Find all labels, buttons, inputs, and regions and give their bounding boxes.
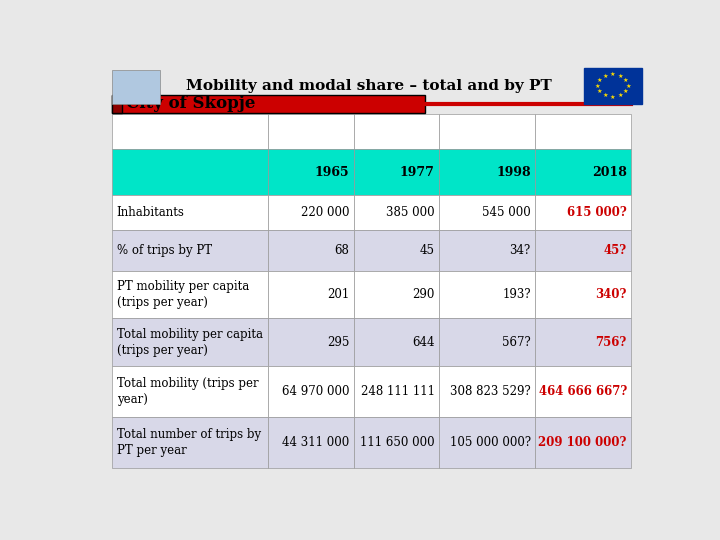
Text: 68: 68 [334,244,349,257]
Text: Total mobility per capita
(trips per year): Total mobility per capita (trips per yea… [117,328,263,356]
FancyBboxPatch shape [268,195,354,230]
Text: 34?: 34? [510,244,531,257]
Text: 615 000?: 615 000? [567,206,627,219]
FancyBboxPatch shape [268,230,354,271]
Text: 340?: 340? [595,288,627,301]
FancyBboxPatch shape [439,366,535,417]
Text: ★: ★ [597,78,603,83]
FancyBboxPatch shape [112,271,268,318]
Text: 295: 295 [327,335,349,349]
Text: % of trips by PT: % of trips by PT [117,244,212,257]
FancyBboxPatch shape [584,68,642,104]
Text: 45: 45 [420,244,435,257]
FancyBboxPatch shape [354,271,439,318]
FancyBboxPatch shape [439,417,535,468]
FancyBboxPatch shape [354,318,439,366]
Text: 290: 290 [413,288,435,301]
Text: 385 000: 385 000 [386,206,435,219]
Text: 105 000 000?: 105 000 000? [450,436,531,449]
FancyBboxPatch shape [354,149,439,195]
Text: 45?: 45? [603,244,627,257]
Text: ★: ★ [610,72,616,77]
Text: Mobility and modal share – total and by PT: Mobility and modal share – total and by … [186,79,552,93]
FancyBboxPatch shape [268,366,354,417]
FancyBboxPatch shape [354,366,439,417]
Text: ★: ★ [618,93,624,98]
FancyBboxPatch shape [535,149,631,195]
Text: 1998: 1998 [496,166,531,179]
Text: ★: ★ [625,84,631,89]
Text: 464 666 667?: 464 666 667? [539,385,627,398]
FancyBboxPatch shape [439,149,535,195]
Text: ★: ★ [623,89,629,94]
FancyBboxPatch shape [439,318,535,366]
Text: ★: ★ [610,94,616,100]
Text: 308 823 529?: 308 823 529? [450,385,531,398]
FancyBboxPatch shape [535,114,631,149]
FancyBboxPatch shape [112,95,122,113]
FancyBboxPatch shape [354,195,439,230]
FancyBboxPatch shape [112,114,268,149]
FancyBboxPatch shape [354,230,439,271]
FancyBboxPatch shape [535,230,631,271]
FancyBboxPatch shape [535,417,631,468]
FancyBboxPatch shape [268,417,354,468]
FancyBboxPatch shape [439,114,535,149]
FancyBboxPatch shape [354,417,439,468]
FancyBboxPatch shape [535,318,631,366]
Text: 2018: 2018 [592,166,627,179]
Text: ★: ★ [603,93,608,98]
Text: 220 000: 220 000 [301,206,349,219]
FancyBboxPatch shape [439,271,535,318]
Text: 1977: 1977 [400,166,435,179]
Text: Total number of trips by
PT per year: Total number of trips by PT per year [117,428,261,457]
Text: 756?: 756? [595,335,627,349]
FancyBboxPatch shape [112,318,268,366]
Text: ★: ★ [618,74,624,79]
FancyBboxPatch shape [112,230,268,271]
Text: 201: 201 [327,288,349,301]
Text: City of Skopje: City of Skopje [126,96,256,112]
Text: 193?: 193? [502,288,531,301]
Text: 567?: 567? [502,335,531,349]
Text: 248 111 111: 248 111 111 [361,385,435,398]
Text: 44 311 000: 44 311 000 [282,436,349,449]
Text: PT mobility per capita
(trips per year): PT mobility per capita (trips per year) [117,280,249,309]
Text: 1965: 1965 [315,166,349,179]
FancyBboxPatch shape [535,271,631,318]
FancyBboxPatch shape [112,149,268,195]
Text: Total mobility (trips per
year): Total mobility (trips per year) [117,377,258,406]
FancyBboxPatch shape [535,195,631,230]
Text: 644: 644 [413,335,435,349]
Text: ★: ★ [603,74,608,79]
Text: ★: ★ [623,78,629,83]
FancyBboxPatch shape [112,195,268,230]
FancyBboxPatch shape [535,366,631,417]
FancyBboxPatch shape [112,366,268,417]
Text: Inhabitants: Inhabitants [117,206,184,219]
Text: 545 000: 545 000 [482,206,531,219]
FancyBboxPatch shape [439,195,535,230]
FancyBboxPatch shape [268,114,354,149]
FancyBboxPatch shape [439,230,535,271]
Text: 209 100 000?: 209 100 000? [539,436,627,449]
FancyBboxPatch shape [112,70,160,104]
FancyBboxPatch shape [354,114,439,149]
Text: 111 650 000: 111 650 000 [360,436,435,449]
Text: 64 970 000: 64 970 000 [282,385,349,398]
FancyBboxPatch shape [268,318,354,366]
FancyBboxPatch shape [112,417,268,468]
FancyBboxPatch shape [268,149,354,195]
FancyBboxPatch shape [268,271,354,318]
Text: ★: ★ [595,84,600,89]
Text: ★: ★ [597,89,603,94]
FancyBboxPatch shape [112,95,425,113]
